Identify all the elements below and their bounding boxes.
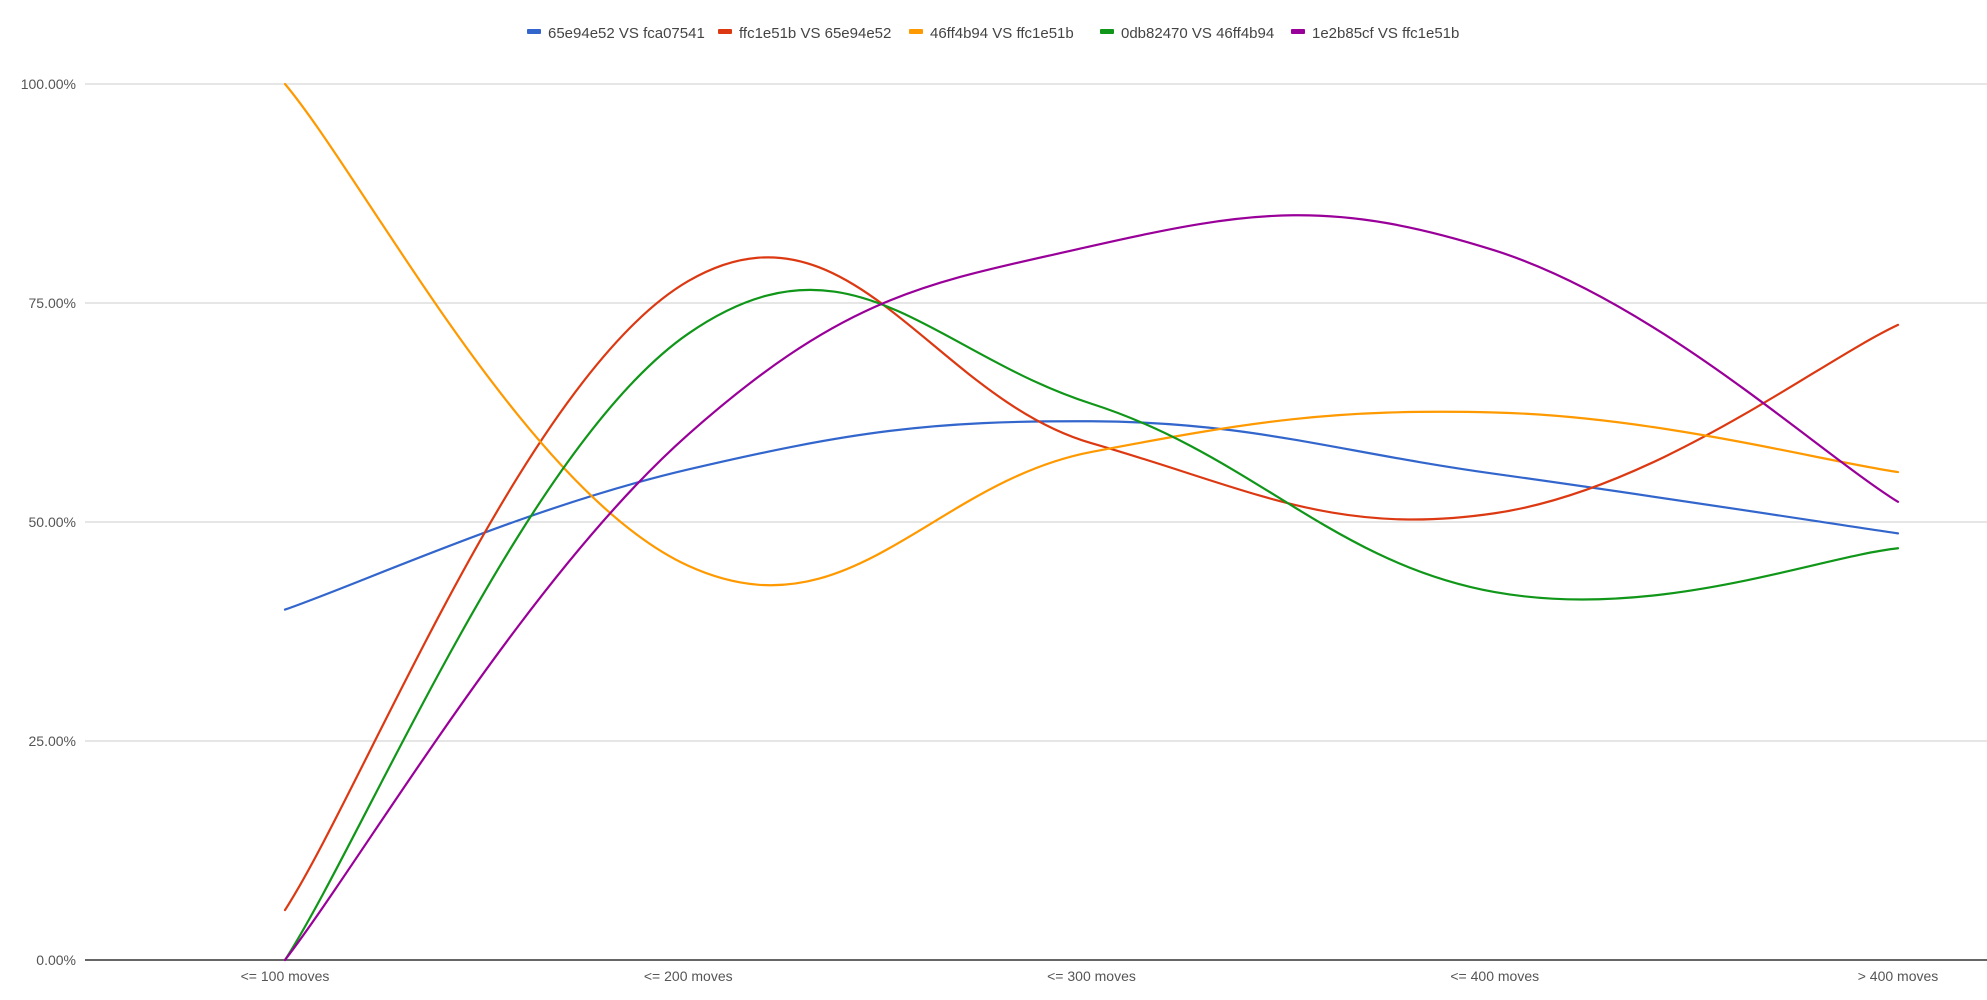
series-line — [283, 82, 1900, 587]
legend-swatch — [1100, 29, 1114, 34]
x-tick-label: <= 200 moves — [644, 968, 733, 984]
x-axis-ticks: <= 100 moves <= 200 moves <= 300 moves <= 4… — [241, 968, 1939, 984]
y-tick-label: 25.00% — [29, 733, 76, 749]
series-1e2b85cf-vs-ffc1e51b — [283, 214, 1900, 962]
legend-item: 0db82470 VS 46ff4b94 — [1100, 25, 1274, 42]
legend-label: 0db82470 VS 46ff4b94 — [1121, 25, 1274, 42]
legend-label: 1e2b85cf VS ffc1e51b — [1312, 25, 1459, 42]
legend-swatch — [1291, 29, 1305, 34]
y-tick-label: 100.00% — [21, 76, 76, 92]
series-line — [283, 256, 1900, 912]
series-lines — [283, 82, 1900, 962]
legend: 65e94e52 VS fca07541 ffc1e51b VS 65e94e52… — [527, 25, 1459, 42]
series-line — [283, 288, 1900, 962]
x-tick-label: <= 100 moves — [241, 968, 330, 984]
gridlines — [85, 83, 1987, 961]
series-line — [283, 420, 1900, 611]
x-tick-label: <= 400 moves — [1450, 968, 1539, 984]
y-axis-ticks: 0.00% 25.00% 50.00% 75.00% 100.00% — [21, 76, 76, 968]
series-46ff4b94-vs-ffc1e51b — [283, 82, 1900, 587]
x-tick-label: <= 300 moves — [1047, 968, 1136, 984]
series-ffc1e51b-vs-65e94e52 — [283, 256, 1900, 912]
legend-label: 46ff4b94 VS ffc1e51b — [930, 25, 1074, 42]
legend-item: ffc1e51b VS 65e94e52 — [718, 25, 891, 42]
series-65e94e52-vs-fca07541 — [283, 420, 1900, 611]
legend-item: 65e94e52 VS fca07541 — [527, 25, 705, 42]
y-tick-label: 75.00% — [29, 295, 76, 311]
y-tick-label: 0.00% — [36, 952, 76, 968]
legend-item: 1e2b85cf VS ffc1e51b — [1291, 25, 1459, 42]
legend-swatch — [718, 29, 732, 34]
legend-swatch — [909, 29, 923, 34]
legend-item: 46ff4b94 VS ffc1e51b — [909, 25, 1074, 42]
y-tick-label: 50.00% — [29, 514, 76, 530]
series-0db82470-vs-46ff4b94 — [283, 288, 1900, 962]
x-tick-label: > 400 moves — [1858, 968, 1939, 984]
legend-label: ffc1e51b VS 65e94e52 — [739, 25, 891, 42]
series-line — [283, 214, 1900, 962]
legend-label: 65e94e52 VS fca07541 — [548, 25, 705, 42]
legend-swatch — [527, 29, 541, 34]
